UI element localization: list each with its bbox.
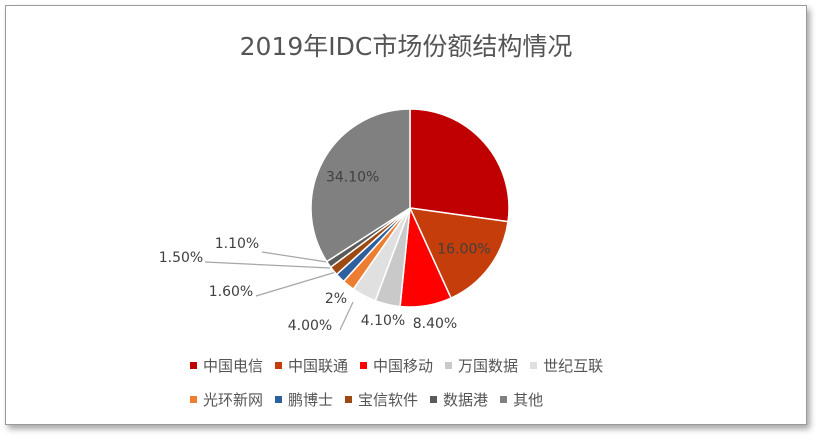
legend-row: 光环新网 鹏博士 宝信软件 数据港 其他 <box>190 382 670 416</box>
leader-line-9 <box>261 251 328 263</box>
legend-swatch <box>190 361 197 369</box>
leader-line-7 <box>255 271 337 297</box>
chart-legend: 中国电信 中国联通 中国移动 万国数据 世纪互联 光环新网 鹏博士 宝信软件 数据港 其他 <box>190 348 670 416</box>
legend-label: 中国联通 <box>288 356 349 375</box>
legend-label: 万国数据 <box>458 356 519 375</box>
pie-slice-2 <box>408 207 509 300</box>
legend-swatch <box>445 361 453 369</box>
data-label-9: 1.10% <box>215 236 259 252</box>
legend-swatch <box>500 395 508 403</box>
legend-label: 世纪互联 <box>543 356 604 375</box>
legend-label: 宝信软件 <box>358 390 419 409</box>
legend-label: 其他 <box>513 390 544 409</box>
legend-item-10: 其他 <box>500 389 543 410</box>
legend-item-8: 宝信软件 <box>345 389 418 410</box>
legend-item-2: 中国联通 <box>275 355 348 376</box>
legend-label: 中国移动 <box>373 356 434 375</box>
legend-label: 数据港 <box>443 390 489 409</box>
legend-row: 中国电信 中国联通 中国移动 万国数据 世纪互联 <box>190 348 670 382</box>
pie-slice-1 <box>409 108 510 223</box>
chart-title: 2019年IDC市场份额结构情况 <box>239 32 573 61</box>
data-label-7: 1.60% <box>209 284 253 300</box>
legend-label: 中国电信 <box>203 356 264 375</box>
data-label-4: 4.10% <box>361 313 405 329</box>
data-label-10: 34.10% <box>326 170 379 186</box>
legend-item-6: 光环新网 <box>190 389 263 410</box>
data-label-2: 16.00% <box>437 241 490 257</box>
data-label-3: 8.40% <box>413 316 457 332</box>
data-label-6: 2% <box>325 291 347 307</box>
data-label-8: 1.50% <box>159 250 203 266</box>
pie-slice-10 <box>310 108 411 263</box>
legend-swatch <box>345 395 353 403</box>
legend-item-4: 万国数据 <box>445 355 518 376</box>
legend-label: 鹏博士 <box>288 390 334 409</box>
legend-item-7: 鹏博士 <box>275 389 333 410</box>
legend-swatch <box>275 361 283 369</box>
data-label-5: 4.00% <box>288 318 332 334</box>
leader-line-5 <box>339 301 354 331</box>
legend-swatch <box>430 395 438 403</box>
legend-swatch <box>190 395 197 403</box>
legend-swatch <box>275 395 283 403</box>
legend-item-5: 世纪互联 <box>530 355 603 376</box>
legend-swatch <box>360 361 368 369</box>
legend-item-9: 数据港 <box>430 389 488 410</box>
legend-item-1: 中国电信 <box>190 355 263 376</box>
legend-item-3: 中国移动 <box>360 355 433 376</box>
data-label-1: 27.20% <box>430 161 483 177</box>
legend-swatch <box>530 361 538 369</box>
legend-label: 光环新网 <box>203 390 264 409</box>
leader-line-8 <box>204 261 331 269</box>
